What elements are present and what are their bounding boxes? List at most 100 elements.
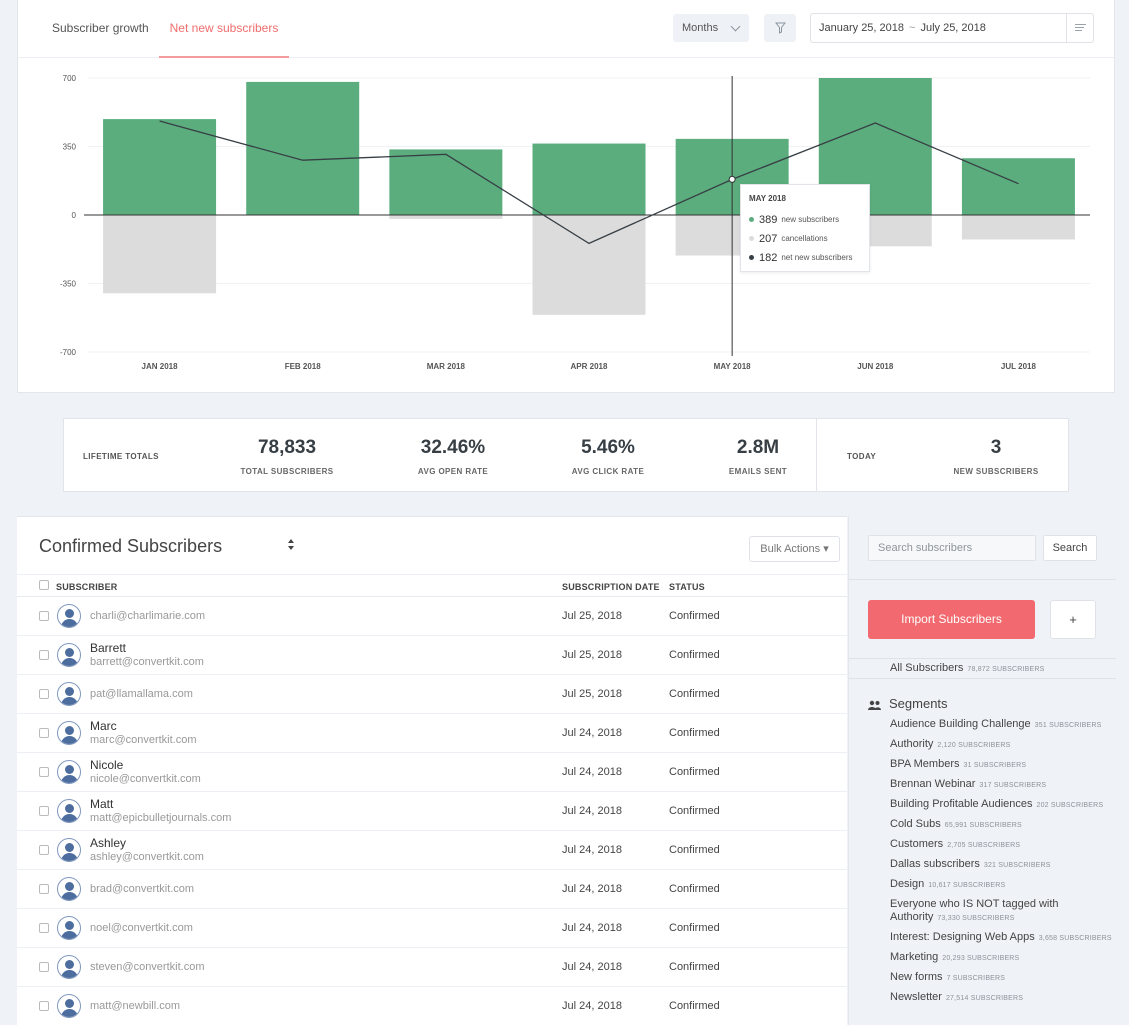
segment-name: Cold Subs — [890, 818, 941, 830]
segment-item[interactable]: Dallas subscribers 321 SUBSCRIBERS — [890, 855, 1112, 875]
subscriber-email[interactable]: matt@newbill.com — [90, 1000, 181, 1012]
segment-count: 27,514 SUBSCRIBERS — [945, 995, 1024, 1002]
subscriber-name[interactable]: Matt — [90, 797, 114, 811]
stat-avg-open-rate: 32.46% AVG OPEN RATE — [403, 437, 503, 476]
table-row[interactable]: matt@newbill.com Jul 24, 2018 Confirmed — [17, 987, 847, 1025]
segment-count: 73,330 SUBSCRIBERS — [937, 915, 1015, 922]
x-tick-label: JUL 2018 — [1001, 362, 1037, 371]
date-range-picker[interactable]: January 25, 2018 ~ July 25, 2018 — [810, 13, 1094, 43]
row-checkbox[interactable] — [39, 689, 49, 699]
period-dropdown[interactable]: Months — [673, 14, 749, 42]
segment-item[interactable]: Interest: Designing Web Apps 3,658 SUBSCR… — [890, 928, 1112, 948]
segment-list: Audience Building Challenge 351 SUBSCRIBE… — [890, 715, 1112, 1008]
select-all-checkbox[interactable] — [39, 580, 49, 590]
subscriber-email[interactable]: steven@convertkit.com — [90, 961, 205, 973]
subscriber-email: matt@epicbulletjournals.com — [90, 812, 232, 824]
subscriber-status: Confirmed — [669, 649, 720, 661]
segment-item[interactable]: Marketing 20,293 SUBSCRIBERS — [890, 948, 1112, 968]
row-checkbox[interactable] — [39, 962, 49, 972]
row-checkbox[interactable] — [39, 884, 49, 894]
table-row[interactable]: Barrett barrett@convertkit.com Jul 25, 201… — [17, 636, 847, 675]
row-checkbox[interactable] — [39, 1001, 49, 1011]
filter-button[interactable] — [764, 14, 796, 42]
table-row[interactable]: Ashley ashley@convertkit.com Jul 24, 2018 C… — [17, 831, 847, 870]
subscriber-email[interactable]: noel@convertkit.com — [90, 922, 193, 934]
row-checkbox[interactable] — [39, 806, 49, 816]
subscriber-name[interactable]: Barrett — [90, 641, 127, 655]
segment-count: 2,120 SUBSCRIBERS — [937, 742, 1011, 749]
subscription-date: Jul 24, 2018 — [562, 805, 622, 817]
menu-icon[interactable] — [1066, 14, 1093, 42]
row-checkbox[interactable] — [39, 650, 49, 660]
column-status[interactable]: STATUS — [669, 582, 705, 592]
segment-item[interactable]: Newsletter 27,514 SUBSCRIBERS — [890, 988, 1112, 1008]
legend-dot-net — [749, 255, 754, 260]
import-subscribers-button[interactable]: Import Subscribers — [868, 600, 1035, 639]
table-row[interactable]: noel@convertkit.com Jul 24, 2018 Confirmed — [17, 909, 847, 948]
row-checkbox[interactable] — [39, 728, 49, 738]
subscription-date: Jul 24, 2018 — [562, 766, 622, 778]
all-subscribers-count: 78,872 SUBSCRIBERS — [967, 666, 1045, 673]
segment-item[interactable]: BPA Members 31 SUBSCRIBERS — [890, 755, 1112, 775]
subscriber-status: Confirmed — [669, 883, 720, 895]
table-row[interactable]: Marc marc@convertkit.com Jul 24, 2018 Confi… — [17, 714, 847, 753]
subscriber-email[interactable]: charli@charlimarie.com — [90, 610, 206, 622]
tab-subscriber-growth[interactable]: Subscriber growth — [52, 21, 149, 35]
table-row[interactable]: pat@llamallama.com Jul 25, 2018 Confirmed — [17, 675, 847, 714]
segments-heading: Segments — [868, 696, 948, 711]
subscriber-status: Confirmed — [669, 1000, 720, 1012]
tab-net-new-subscribers[interactable]: Net new subscribers — [159, 0, 289, 58]
segment-name: Customers — [890, 838, 944, 850]
subscriber-status: Confirmed — [669, 688, 720, 700]
subscriber-email[interactable]: pat@llamallama.com — [90, 688, 193, 700]
segment-item[interactable]: Audience Building Challenge 351 SUBSCRIBE… — [890, 715, 1112, 735]
segment-item[interactable]: Everyone who IS NOT tagged with Authorit… — [890, 895, 1112, 928]
stat-value: 5.46% — [581, 437, 635, 458]
segment-item[interactable]: Customers 2,705 SUBSCRIBERS — [890, 835, 1112, 855]
subscriber-name[interactable]: Ashley — [90, 836, 127, 850]
table-row[interactable]: steven@convertkit.com Jul 24, 2018 Confirm… — [17, 948, 847, 987]
segment-item[interactable]: New forms 7 SUBSCRIBERS — [890, 968, 1112, 988]
x-tick-label: APR 2018 — [571, 362, 608, 371]
search-button[interactable]: Search — [1043, 535, 1097, 561]
table-row[interactable]: charli@charlimarie.com Jul 25, 2018 Confir… — [17, 597, 847, 636]
row-checkbox[interactable] — [39, 923, 49, 933]
subscriber-status: Confirmed — [669, 610, 720, 622]
subscriber-status: Confirmed — [669, 922, 720, 934]
bulk-actions-button[interactable]: Bulk Actions ▾ — [749, 536, 840, 562]
row-checkbox[interactable] — [39, 767, 49, 777]
column-subscriber[interactable]: SUBSCRIBER — [56, 582, 118, 592]
bar-cancellations — [103, 215, 217, 294]
sort-icon[interactable] — [288, 538, 296, 552]
column-subscription-date[interactable]: SUBSCRIPTION DATE — [562, 582, 660, 592]
tooltip-label: net new subscribers — [781, 253, 853, 262]
table-header: SUBSCRIBER SUBSCRIPTION DATE STATUS — [17, 574, 847, 597]
segment-item[interactable]: Design 10,617 SUBSCRIBERS — [890, 875, 1112, 895]
subscription-date: Jul 25, 2018 — [562, 688, 622, 700]
stat-label: AVG OPEN RATE — [417, 467, 489, 476]
table-row[interactable]: Matt matt@epicbulletjournals.com Jul 24, 2… — [17, 792, 847, 831]
table-row[interactable]: Nicole nicole@convertkit.com Jul 24, 2018 C… — [17, 753, 847, 792]
search-input[interactable] — [868, 535, 1036, 561]
segment-item[interactable]: Authority 2,120 SUBSCRIBERS — [890, 735, 1112, 755]
period-label: Months — [682, 22, 719, 34]
segment-count: 65,991 SUBSCRIBERS — [944, 822, 1022, 829]
segment-item[interactable]: Building Profitable Audiences 202 SUBSCRI… — [890, 795, 1112, 815]
avatar — [57, 955, 81, 979]
add-subscriber-button[interactable]: + — [1050, 600, 1096, 639]
stat-label: AVG CLICK RATE — [571, 467, 645, 476]
subscription-date: Jul 25, 2018 — [562, 610, 622, 622]
segment-item[interactable]: Cold Subs 65,991 SUBSCRIBERS — [890, 815, 1112, 835]
subscriber-name[interactable]: Nicole — [90, 758, 124, 772]
avatar — [57, 682, 81, 706]
subscriber-status: Confirmed — [669, 844, 720, 856]
row-checkbox[interactable] — [39, 611, 49, 621]
table-row[interactable]: brad@convertkit.com Jul 24, 2018 Confirmed — [17, 870, 847, 909]
all-subscribers-link[interactable]: All Subscribers 78,872 SUBSCRIBERS — [890, 662, 1045, 674]
subscriber-email[interactable]: brad@convertkit.com — [90, 883, 195, 895]
row-checkbox[interactable] — [39, 845, 49, 855]
segment-item[interactable]: Brennan Webinar 317 SUBSCRIBERS — [890, 775, 1112, 795]
subscriber-name[interactable]: Marc — [90, 719, 117, 733]
segment-name: New forms — [890, 971, 943, 983]
segment-name: Dallas subscribers — [890, 858, 980, 870]
